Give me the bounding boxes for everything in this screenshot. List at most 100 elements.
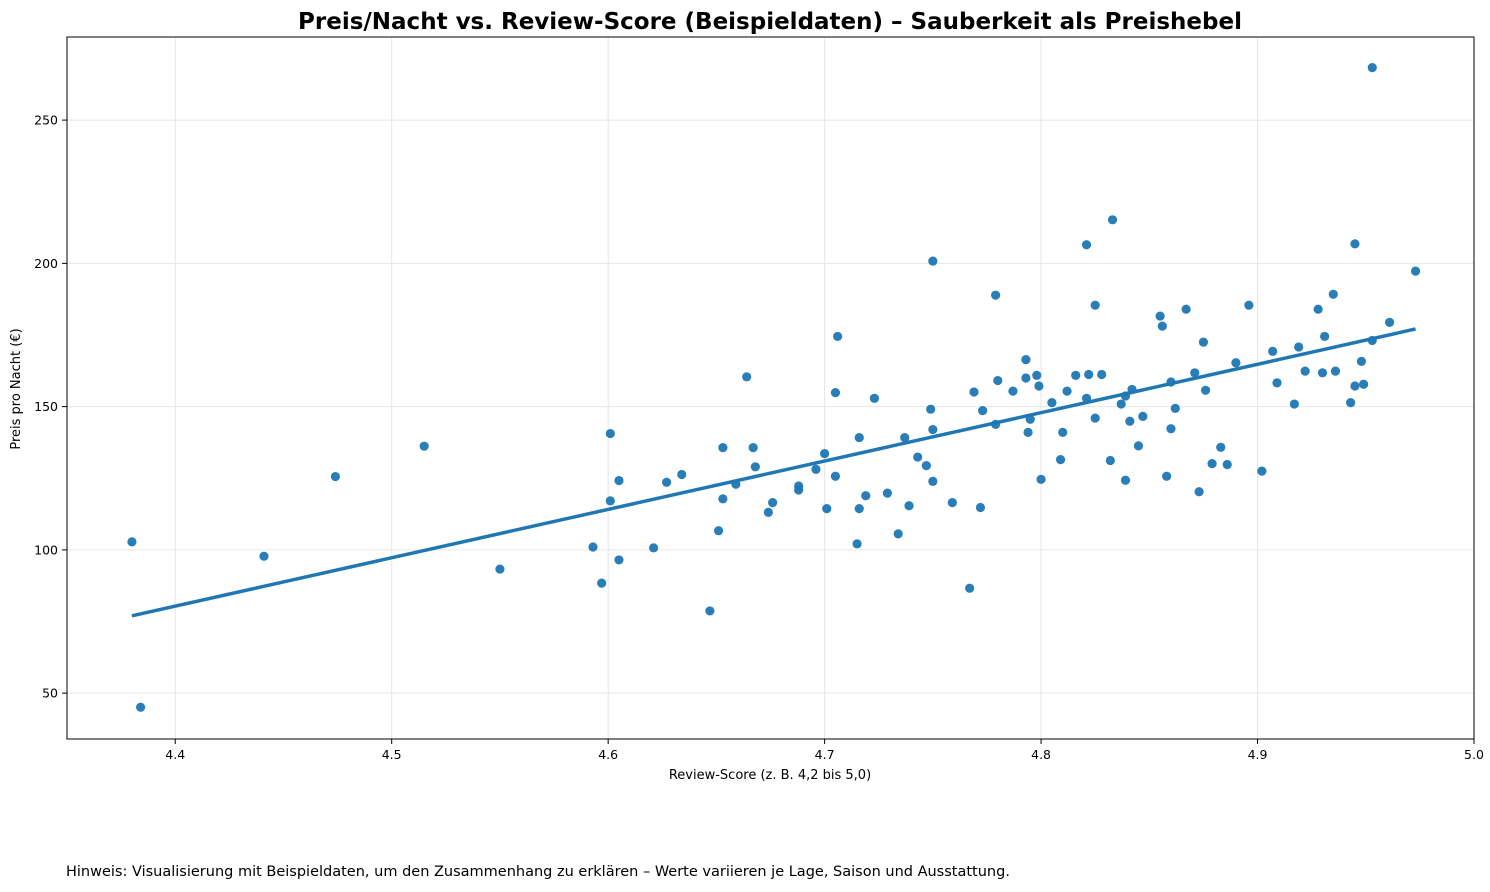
x-tick-label: 4.8: [1031, 747, 1051, 762]
data-point: [718, 442, 728, 453]
data-point: [1032, 370, 1042, 380]
data-point: [330, 471, 341, 482]
data-point: [993, 375, 1003, 386]
x-axis-label: Review-Score (z. B. 4,2 bis 5,0): [669, 768, 871, 783]
data-point: [1350, 381, 1360, 391]
data-point: [861, 491, 871, 501]
data-point: [1071, 370, 1081, 380]
data-point: [748, 442, 758, 453]
data-point: [1317, 368, 1328, 378]
trend-line: [131, 327, 1416, 618]
data-point: [882, 488, 892, 498]
data-point: [1289, 399, 1299, 409]
data-point: [1231, 358, 1241, 368]
data-point: [1058, 427, 1068, 438]
data-point: [1162, 471, 1172, 481]
data-point: [1125, 416, 1135, 426]
data-point: [1257, 466, 1267, 476]
data-point: [1081, 240, 1092, 250]
data-point: [1090, 413, 1100, 423]
y-tick-label: 100: [34, 542, 58, 557]
data-point: [1034, 381, 1044, 391]
data-point: [1350, 239, 1360, 249]
footnote: Hinweis: Visualisierung mit Beispieldate…: [66, 864, 1010, 880]
data-point: [588, 542, 598, 552]
data-point: [965, 583, 975, 593]
data-point: [1170, 403, 1180, 413]
data-point: [1190, 368, 1200, 378]
data-point: [649, 543, 659, 553]
x-tick-label: 4.7: [815, 747, 835, 762]
data-point: [1244, 300, 1254, 310]
data-point: [763, 507, 773, 517]
data-point: [1200, 385, 1211, 395]
data-point: [1367, 63, 1377, 73]
data-point: [661, 477, 672, 487]
data-point: [854, 504, 864, 514]
data-point: [969, 387, 979, 397]
y-tick-label: 200: [34, 256, 58, 271]
data-point: [1055, 455, 1066, 465]
data-point: [713, 526, 724, 536]
x-tick-label: 4.4: [165, 747, 185, 762]
x-tick-label: 4.9: [1248, 747, 1268, 762]
data-point: [975, 502, 986, 513]
data-point: [1116, 399, 1126, 409]
x-axis-ticks: 4.4 4.5 4.6 4.7 4.8 4.9 5.0: [165, 739, 1484, 762]
data-point: [1090, 300, 1100, 310]
data-point: [1346, 398, 1356, 408]
data-point: [677, 469, 687, 480]
grid-lines: [67, 37, 1475, 739]
data-point: [854, 432, 864, 443]
data-point: [1384, 317, 1395, 327]
data-point: [900, 432, 910, 443]
trend-line-group: [131, 327, 1416, 618]
y-axis-label: Preis pro Nacht (€): [9, 328, 24, 449]
data-point: [913, 452, 923, 462]
data-point: [1021, 355, 1031, 365]
data-point: [1062, 386, 1072, 396]
data-point: [852, 539, 862, 549]
data-point: [833, 331, 843, 342]
data-point: [614, 475, 624, 486]
data-point: [928, 256, 938, 266]
data-point: [1138, 411, 1148, 421]
data-point: [1021, 373, 1031, 383]
data-point: [259, 551, 269, 561]
data-point: [705, 606, 715, 616]
data-point: [1036, 474, 1046, 485]
data-point: [1410, 266, 1421, 276]
data-point: [1097, 369, 1107, 380]
y-tick-label: 50: [42, 686, 58, 701]
plot-frame: [66, 36, 1475, 740]
data-point: [1023, 427, 1033, 438]
data-point: [1313, 304, 1323, 314]
data-point: [893, 529, 903, 539]
data-point: [1084, 369, 1094, 380]
data-point: [1194, 487, 1204, 497]
y-tick-label: 250: [34, 113, 58, 128]
data-point: [1216, 442, 1226, 452]
data-point: [1330, 366, 1341, 376]
data-point: [495, 564, 505, 574]
y-axis-ticks: 50 100 150 200 250: [34, 113, 67, 701]
data-point: [1359, 379, 1369, 389]
data-point: [811, 464, 821, 474]
x-tick-label: 4.5: [382, 747, 402, 762]
data-point: [820, 449, 830, 459]
data-point: [605, 428, 615, 439]
data-point: [1272, 378, 1282, 388]
data-point: [1107, 215, 1118, 225]
data-point: [1268, 346, 1278, 356]
x-tick-label: 5.0: [1464, 747, 1484, 762]
data-point: [904, 501, 914, 511]
chart-title: Preis/Nacht vs. Review-Score (Beispielda…: [298, 9, 1242, 35]
data-point: [1120, 475, 1131, 485]
data-point: [1157, 321, 1167, 331]
x-tick-label: 4.6: [598, 747, 618, 762]
data-point: [928, 476, 938, 487]
data-point: [1008, 386, 1018, 396]
data-point: [419, 441, 429, 451]
data-point: [991, 290, 1001, 300]
data-point: [1047, 398, 1057, 408]
